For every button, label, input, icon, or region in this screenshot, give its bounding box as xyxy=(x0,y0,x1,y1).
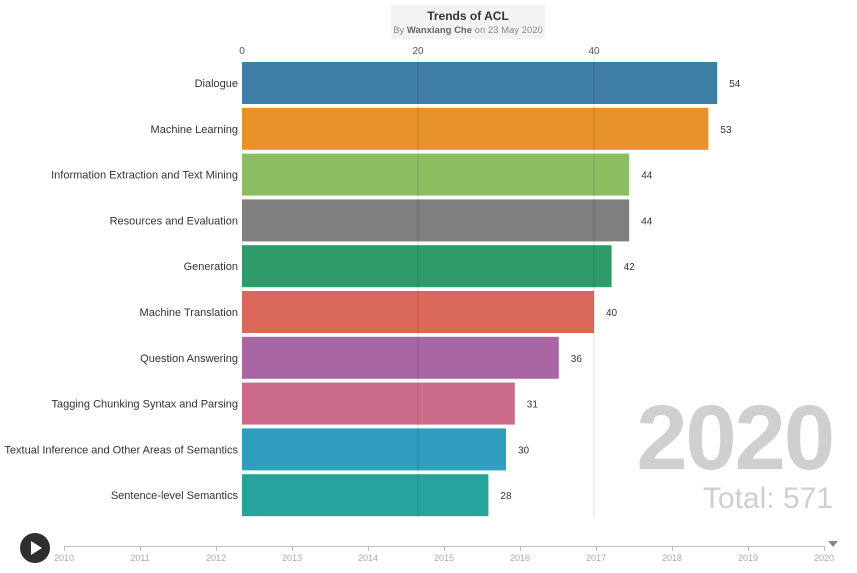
category-label: Machine Translation xyxy=(140,307,238,319)
bar xyxy=(242,428,506,471)
value-label: 40 xyxy=(606,308,618,319)
value-label: 31 xyxy=(527,400,539,411)
value-label: 44 xyxy=(641,216,653,227)
bar xyxy=(242,153,630,196)
bar xyxy=(242,474,489,517)
total-count-label: Total: 571 xyxy=(702,482,833,515)
x-axis-tick-label: 20 xyxy=(412,46,424,57)
timeline-tick xyxy=(368,546,369,551)
chart-byline: By Wanxiang Che on 23 May 2020 xyxy=(391,25,545,36)
value-label: 44 xyxy=(641,171,653,182)
timeline-tick xyxy=(140,546,141,551)
category-label: Generation xyxy=(184,261,238,273)
timeline-year-label[interactable]: 2018 xyxy=(661,553,683,563)
bar xyxy=(242,382,515,425)
chart-header: Trends of ACL By Wanxiang Che on 23 May … xyxy=(391,5,545,39)
category-label: Tagging Chunking Syntax and Parsing xyxy=(51,399,238,411)
x-axis-tick-label: 40 xyxy=(588,46,600,57)
value-label: 30 xyxy=(518,445,530,456)
current-year-label: 2020 xyxy=(636,387,835,489)
timeline-tick xyxy=(596,546,597,551)
timeline-year-label[interactable]: 2020 xyxy=(813,553,835,563)
bar xyxy=(242,107,709,150)
timeline-tick xyxy=(64,546,65,551)
timeline-year-label[interactable]: 2019 xyxy=(737,553,759,563)
category-label: Question Answering xyxy=(140,353,238,365)
timeline-year-label[interactable]: 2015 xyxy=(433,553,455,563)
timeline-year-label[interactable]: 2017 xyxy=(585,553,607,563)
bar xyxy=(242,291,594,333)
category-label: Textual Inference and Other Areas of Sem… xyxy=(4,444,238,456)
timeline-tick xyxy=(216,546,217,551)
value-label: 54 xyxy=(729,79,741,90)
timeline-tick xyxy=(672,546,673,551)
timeline-year-label[interactable]: 2013 xyxy=(281,553,303,563)
timeline-tick xyxy=(520,546,521,551)
play-button[interactable] xyxy=(20,533,50,563)
x-axis-tick-label: 0 xyxy=(239,46,245,57)
bar xyxy=(242,199,630,242)
category-label: Dialogue xyxy=(195,78,238,90)
timeline-tick xyxy=(824,546,825,551)
value-label: 28 xyxy=(500,491,512,502)
timeline-year-label[interactable]: 2014 xyxy=(357,553,379,563)
category-label: Resources and Evaluation xyxy=(110,215,238,227)
timeline-year-label[interactable]: 2011 xyxy=(130,553,150,563)
timeline-year-label[interactable]: 2012 xyxy=(205,553,227,563)
timeline-year-label[interactable]: 2010 xyxy=(53,553,75,563)
category-label: Information Extraction and Text Mining xyxy=(51,170,238,182)
author-name: Wanxiang Che xyxy=(406,25,473,36)
category-label: Sentence-level Semantics xyxy=(111,490,239,502)
timeline-slider[interactable]: 2010 2011 2012 2013 2014 2015 2016 2017 2018 2019… xyxy=(54,546,834,563)
bar xyxy=(242,62,718,104)
byline-prefix: By xyxy=(393,25,405,36)
timeline-tick xyxy=(292,546,293,551)
category-label: Machine Learning xyxy=(151,124,238,136)
value-label: 42 xyxy=(624,262,636,273)
timeline-handle[interactable] xyxy=(828,541,838,547)
timeline-tick xyxy=(748,546,749,551)
bar xyxy=(242,245,612,288)
value-label: 53 xyxy=(720,125,732,136)
chart-title: Trends of ACL xyxy=(427,9,509,23)
timeline-tick xyxy=(444,546,445,551)
bar xyxy=(242,336,559,379)
byline-date: on 23 May 2020 xyxy=(474,25,543,36)
value-label: 36 xyxy=(571,354,583,365)
timeline-year-label[interactable]: 2016 xyxy=(509,553,531,563)
